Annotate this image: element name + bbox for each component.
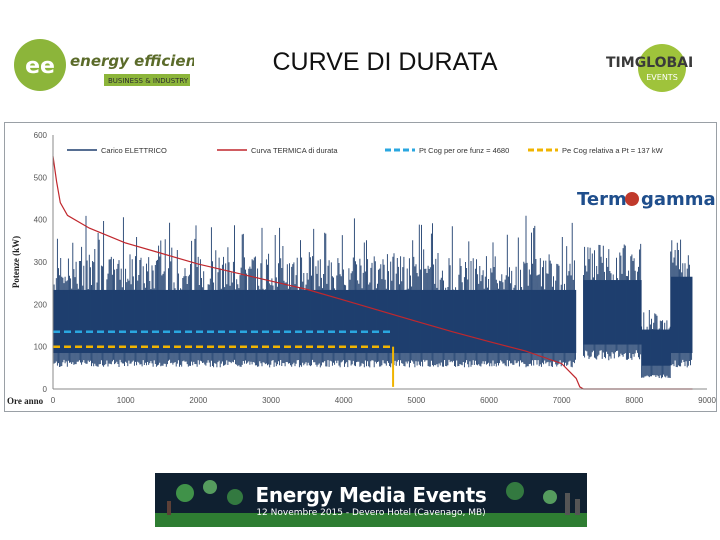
banner-background <box>155 480 587 527</box>
timglobal-line2: EVENTS <box>646 73 678 82</box>
x-tick-label: 9000 <box>698 396 716 405</box>
logo-mark: ee <box>25 54 55 79</box>
logo-tagline: BUSINESS & INDUSTRY <box>108 77 189 85</box>
x-tick-label: 1000 <box>117 396 135 405</box>
y-tick-label: 600 <box>34 131 48 140</box>
y-axis-label: Potenze (kW) <box>11 236 21 288</box>
x-tick-label: 0 <box>51 396 56 405</box>
chart-legend: Carico ELETTRICO Curva TERMICA di durata P… <box>67 146 664 155</box>
x-tick-label: 5000 <box>407 396 425 405</box>
logo-circle-icon <box>14 39 66 91</box>
energy-media-events-banner: Energy Media Events 12 Novembre 2015 - D… <box>155 473 587 527</box>
x-tick-label: 7000 <box>553 396 571 405</box>
x-tick-label: 3000 <box>262 396 280 405</box>
x-tick-label: 4000 <box>335 396 353 405</box>
y-tick-label: 300 <box>34 258 48 267</box>
timglobal-logo: TIMGLOBAL EVENTS <box>604 44 697 92</box>
termogamma-text-right: gamma <box>641 189 716 210</box>
load-band-spikes <box>583 243 642 361</box>
y-tick-label: 200 <box>34 300 48 309</box>
termogamma-text-left: Term <box>577 189 627 210</box>
page-title: CURVE DI DURATA <box>272 48 498 76</box>
legend-label: Curva TERMICA di durata <box>251 146 338 155</box>
y-tick-label: 400 <box>34 216 48 225</box>
termogamma-dot-icon <box>625 192 639 206</box>
load-band-spikes <box>641 310 671 379</box>
legend-label: Pt Cog per ore funz = 4680 <box>419 146 509 155</box>
x-tick-label: 6000 <box>480 396 498 405</box>
timglobal-line1: TIMGLOBAL <box>606 55 692 71</box>
series-line-1 <box>52 156 693 390</box>
x-tick-label: 2000 <box>189 396 207 405</box>
series-electric-load <box>52 215 693 379</box>
legend-label: Carico ELETTRICO <box>101 146 167 155</box>
energy-efficiency-logo: ee energy efficiency BUSINESS & INDUSTRY <box>12 36 216 94</box>
y-tick-label: 500 <box>34 173 48 182</box>
x-tick-label: 8000 <box>625 396 643 405</box>
banner-subtitle: 12 Novembre 2015 - Devero Hotel (Cavenag… <box>256 508 486 518</box>
y-tick-label: 100 <box>34 343 48 352</box>
x-axis-label: Ore anno <box>7 396 44 406</box>
legend-label: Pe Cog relativa a Pt = 137 kW <box>562 146 664 155</box>
load-band-spikes <box>670 239 693 368</box>
termogamma-logo: Term gamma <box>577 189 716 210</box>
logo-name: energy efficiency <box>70 52 194 70</box>
y-tick-label: 0 <box>43 385 48 394</box>
banner-title: Energy Media Events <box>255 483 487 507</box>
duration-curve-chart: 0 100 200 300 400 500 600 0 1000 2000 3000 4000 5000… <box>4 122 717 412</box>
